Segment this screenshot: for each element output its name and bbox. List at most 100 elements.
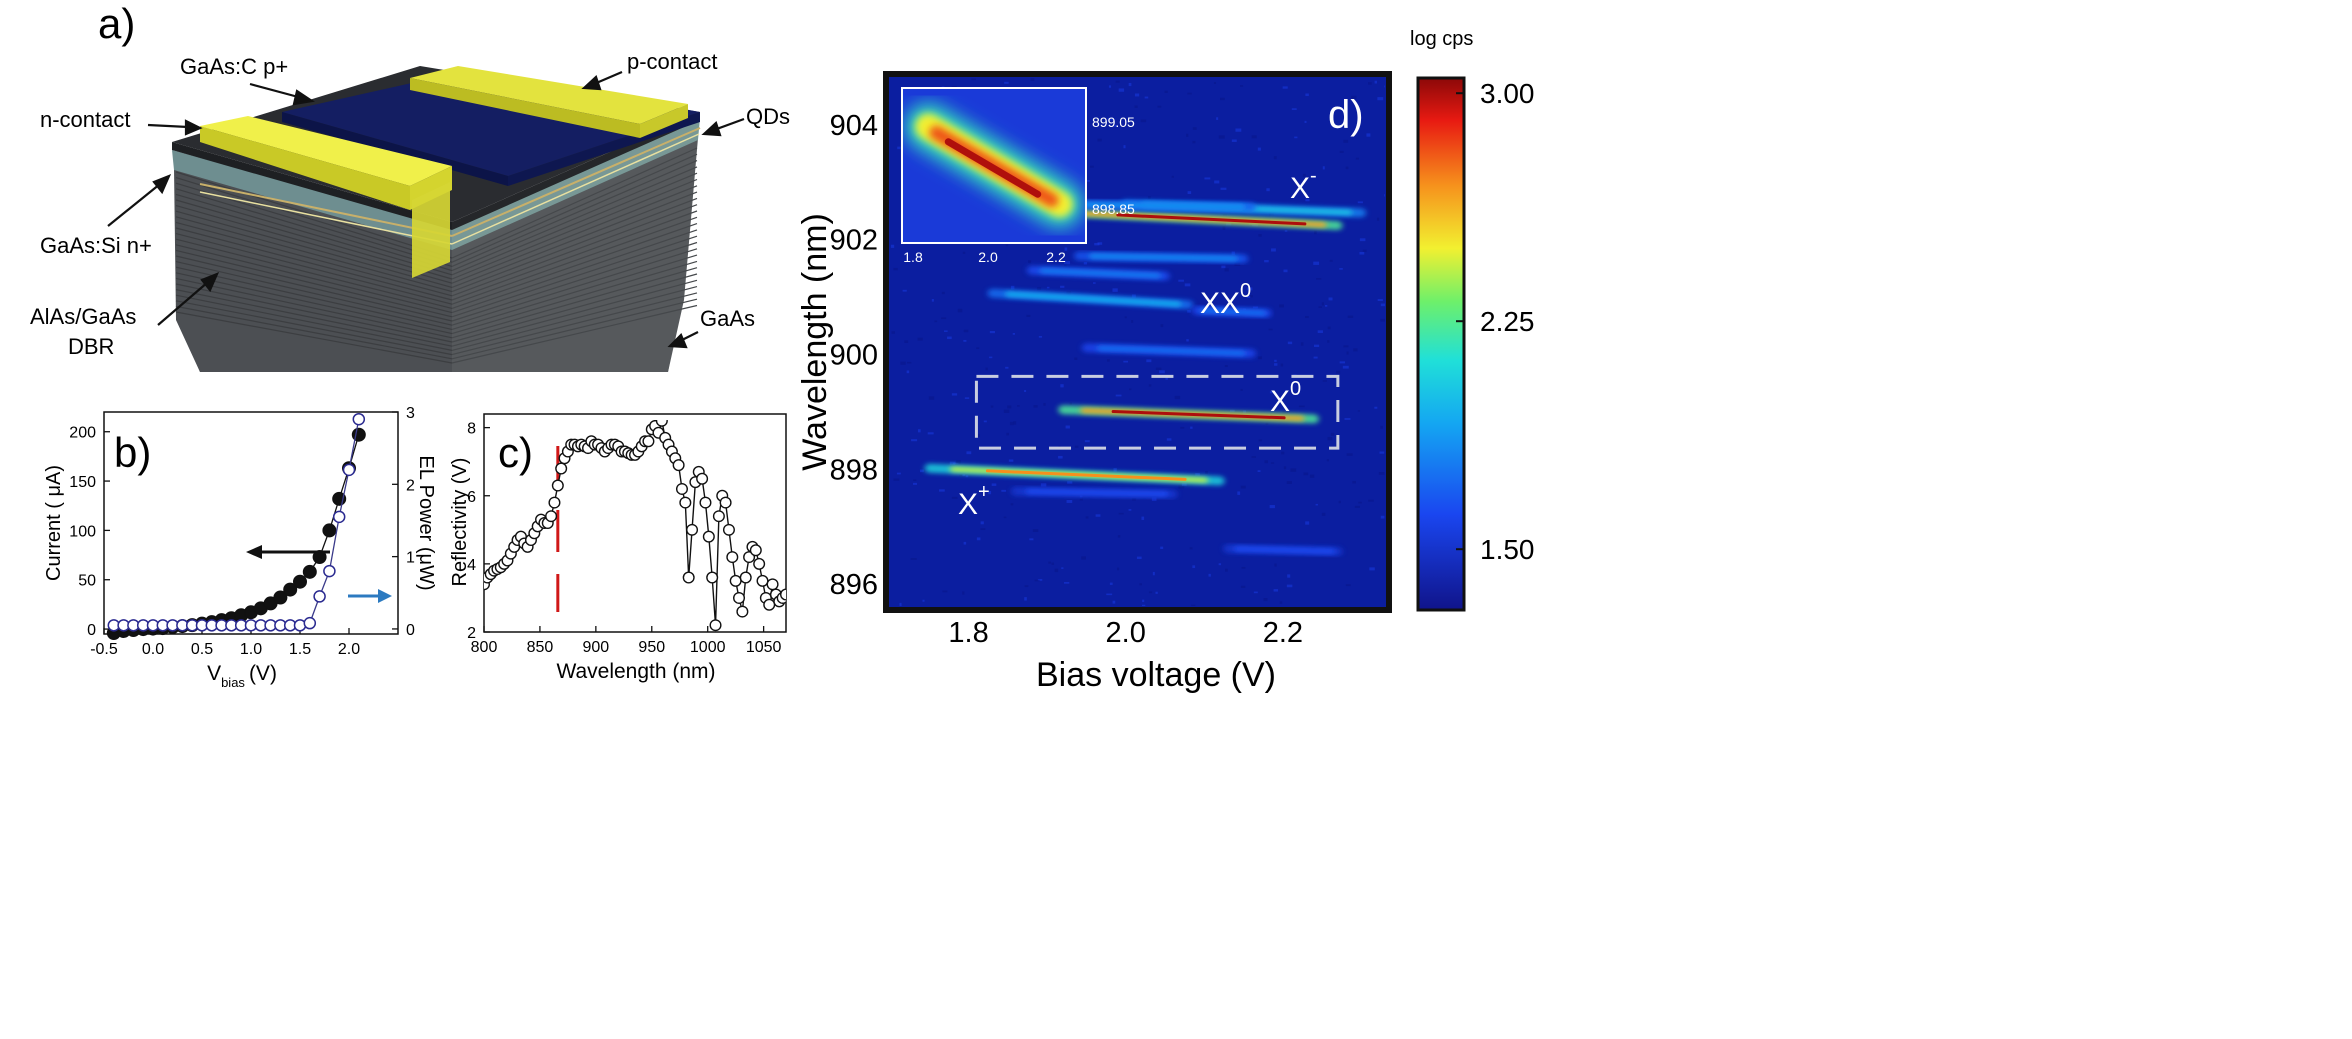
- inset-frame: [901, 87, 1087, 244]
- label-gaas-si-n: GaAs:Si n+: [40, 233, 152, 258]
- panel-c-x-tick: 850: [527, 639, 554, 656]
- emission-line: [1223, 544, 1343, 556]
- label-gaas-substrate: GaAs: [700, 306, 755, 331]
- el-power-point: [313, 590, 326, 603]
- reflectivity-point: [655, 420, 668, 427]
- panel-c-x-tick: 950: [638, 639, 665, 656]
- el-power-point: [352, 412, 366, 426]
- qd-layer-line-side: [451, 127, 701, 237]
- reflectivity-point: [548, 496, 561, 509]
- reflectivity-point: [706, 571, 719, 584]
- label-arrows: [107, 70, 745, 349]
- n-contact-via: [412, 182, 450, 278]
- emission-line: [1074, 251, 1249, 264]
- panel-d-heatmap: 899.05 898.85 1.8 2.0 2.2 X- XX0 X0 X+ d…: [796, 28, 1535, 694]
- reflectivity-point: [749, 544, 762, 557]
- x0-highlight-box: [974, 374, 1340, 450]
- emission-line: [1058, 207, 1343, 230]
- el-power-point: [323, 564, 336, 578]
- reflectivity-point: [780, 588, 786, 601]
- panel-c-letter: c): [498, 429, 533, 476]
- colorbar: [1416, 76, 1466, 612]
- panel-c-x-tick: 900: [583, 639, 610, 656]
- reflectivity-point: [555, 462, 568, 475]
- colorbar-ticks: 3.00 2.25 1.50: [1456, 78, 1535, 565]
- panel-c-y-tick: 2: [467, 625, 476, 642]
- colorbar-tick: 2.25: [1480, 306, 1535, 337]
- label-n-contact: n-contact: [40, 107, 131, 132]
- current-point: [293, 574, 307, 589]
- emission-line: [1191, 305, 1272, 318]
- reflectivity-point: [545, 510, 558, 523]
- panel-b-ticks: -0.5 0.0 0.5 1.0 1.5 2.0 0 50 100 150 200 0 1 2 3: [69, 405, 415, 658]
- panel-a-letter: a): [98, 0, 135, 47]
- axis-indicator-arrows: [246, 545, 392, 603]
- current-point: [302, 564, 317, 579]
- reflectivity-point: [686, 523, 699, 536]
- label-xx0: XX0: [1200, 280, 1251, 320]
- current-point: [273, 590, 288, 605]
- panel-b-x-tick: 1.0: [240, 641, 262, 658]
- panel-c-plot-frame: [483, 413, 787, 633]
- reflectivity-point: [699, 496, 712, 509]
- reflectivity-point: [682, 571, 695, 584]
- label-x-plus: X+: [958, 481, 990, 521]
- panel-b-letter: b): [114, 429, 151, 476]
- panel-c-y-tick: 4: [467, 557, 476, 574]
- reflectivity-point: [672, 459, 685, 472]
- reflectivity-point: [712, 510, 725, 523]
- panel-d-x-tick: 2.2: [1263, 617, 1303, 649]
- panel-b-x-tick: 0.0: [142, 641, 164, 658]
- qd-layer-line-2-side: [451, 133, 700, 245]
- reflectivity-point: [702, 530, 715, 543]
- dbr-stripes: [175, 147, 698, 364]
- p-contact-top: [410, 66, 688, 124]
- reflectivity-point: [763, 598, 776, 611]
- el-power-point: [303, 616, 317, 630]
- emission-line: [1026, 265, 1170, 281]
- inset-y-tick-lower: 898.85: [1092, 201, 1135, 217]
- inset-x-tick-2: 2.0: [978, 249, 998, 265]
- emission-line: [1058, 405, 1319, 424]
- qd-layer-line-2: [199, 191, 453, 245]
- current-point: [351, 427, 366, 442]
- label-x0: X0: [1270, 378, 1301, 418]
- n-contact-front: [200, 126, 410, 210]
- colorbar-tick: 1.50: [1480, 534, 1535, 565]
- panel-d-y-tick: 902: [830, 225, 878, 257]
- n-contact-top: [200, 116, 452, 186]
- reflectivity-point: [679, 496, 692, 509]
- panel-c-y-axis-label: Reflectivity (V): [449, 458, 471, 587]
- panel-b-y2-axis-label: EL Power (μW): [415, 455, 437, 590]
- panel-d-x-tick: 1.8: [948, 617, 988, 649]
- label-p-contact: p-contact: [627, 49, 718, 74]
- current-point: [283, 582, 298, 597]
- panel-d-y-tick: 900: [830, 339, 878, 371]
- panel-b-y-tick: 100: [69, 523, 96, 540]
- reflectivity-point: [729, 574, 742, 587]
- p-contact-front: [410, 78, 640, 138]
- reflectivity-point: [753, 557, 766, 570]
- inset-x-tick-3: 2.2: [1046, 249, 1066, 265]
- panel-d-y-tick: 904: [830, 110, 878, 142]
- panel-d-y-axis-label: Wavelength (nm): [796, 213, 834, 471]
- emission-lines: [924, 199, 1366, 556]
- el-power-series: [107, 412, 366, 632]
- emission-line: [1011, 486, 1178, 499]
- panel-d-y-tick: 896: [830, 569, 878, 601]
- panel-c-x-tick: 1050: [746, 639, 782, 656]
- label-qds: QDs: [746, 104, 790, 129]
- emission-line: [987, 288, 1194, 310]
- label-gaas-c-p: GaAs:C p+: [180, 54, 288, 79]
- panel-b-y2-tick: 3: [406, 405, 415, 422]
- panel-d-ticks: 904 902 900 898 896 1.8 2.0 2.2: [830, 110, 1303, 649]
- panel-b-iv-chart: -0.5 0.0 0.5 1.0 1.5 2.0 0 50 100 150 200 0 1 2 3 b) C…: [43, 405, 437, 690]
- reflectivity-point: [733, 591, 746, 604]
- colorbar-title: log cps: [1410, 28, 1473, 50]
- p-contact-side: [640, 104, 688, 138]
- emission-line: [1081, 343, 1256, 358]
- reflectivity-point: [726, 551, 739, 564]
- label-x-minus: X-: [1290, 165, 1317, 205]
- emission-line: [1066, 199, 1256, 212]
- current-point: [322, 523, 337, 538]
